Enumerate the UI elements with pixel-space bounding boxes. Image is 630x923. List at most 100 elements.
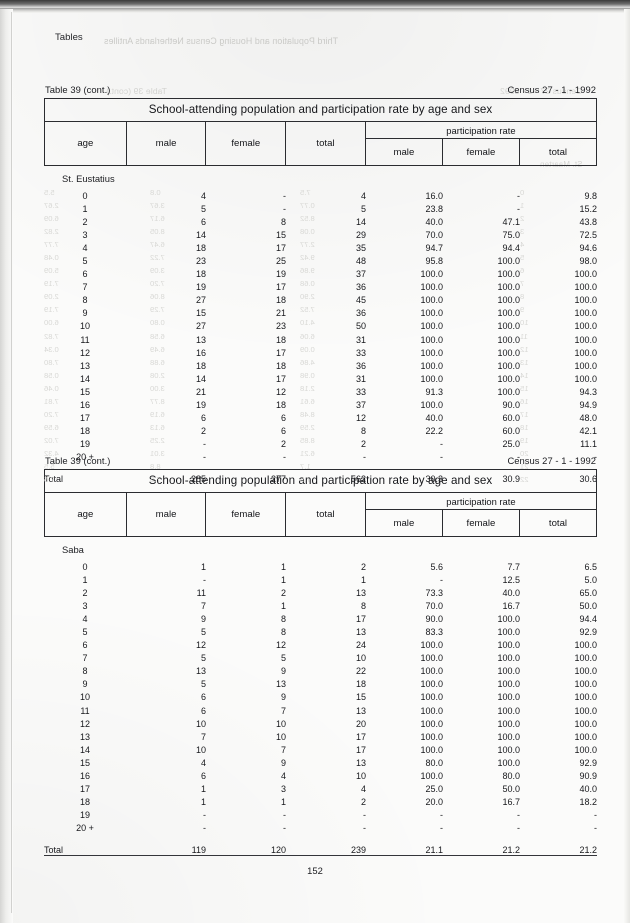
column-header-rate-total: total <box>548 146 568 158</box>
age-cell: 4 <box>82 243 88 254</box>
table-row: 15 21 12 33 91.3 100.0 94.3 <box>44 386 597 399</box>
total-cell: 48 <box>355 256 366 267</box>
rate-male-cell: 100.0 <box>420 744 443 755</box>
rate-male-cell: 100.0 <box>420 321 443 332</box>
age-cell: 8 <box>82 666 88 677</box>
total-cell: 33 <box>355 347 366 358</box>
male-cell: - <box>203 809 206 820</box>
page-number: 152 <box>307 865 323 876</box>
rate-total-cell: 100.0 <box>574 705 597 716</box>
rate-male-cell: 100.0 <box>420 399 443 410</box>
rate-male-cell: - <box>440 809 443 820</box>
total-cell: 13 <box>355 627 366 638</box>
female-cell: 8 <box>280 614 286 625</box>
rate-female-cell: 100.0 <box>497 718 520 729</box>
female-cell: 1 <box>280 601 286 612</box>
rate-female-cell: 100.0 <box>497 640 520 651</box>
rate-male-cell: - <box>440 438 443 449</box>
total-cell: 5 <box>360 204 366 215</box>
female-cell: 23 <box>275 321 286 332</box>
column-header-female: female <box>206 493 287 536</box>
age-cell: 5 <box>82 627 88 638</box>
age-cell: 8 <box>82 295 88 306</box>
male-cell: 7 <box>200 601 206 612</box>
male-cell: 4 <box>200 191 206 201</box>
scan-top-edge <box>0 0 630 9</box>
rate-male-cell: 100.0 <box>420 640 443 651</box>
rate-male-cell: 100.0 <box>420 373 443 384</box>
total-rate-male-cell: 30.3 <box>425 473 443 484</box>
total-female-cell: 277 <box>270 473 286 484</box>
total-cell: 4 <box>360 191 366 201</box>
rate-total-cell: 72.5 <box>579 230 597 241</box>
total-total-cell: 239 <box>350 844 366 855</box>
male-cell: 6 <box>200 770 206 781</box>
table-row: 13 18 18 36 100.0 100.0 100.0 <box>44 360 597 373</box>
female-cell: 17 <box>275 243 286 254</box>
rate-male-cell: 100.0 <box>420 679 443 690</box>
female-cell: 10 <box>275 731 286 742</box>
female-cell: 6 <box>280 412 286 423</box>
rate-male-cell: 100.0 <box>420 653 443 664</box>
table-row: 0 1 1 2 5.6 7.7 6.5 <box>44 561 597 574</box>
total-rate-total-cell: 21.2 <box>579 844 597 855</box>
female-cell: 13 <box>275 679 286 690</box>
rate-total-cell: 100.0 <box>574 679 597 690</box>
rate-female-cell: 16.7 <box>502 796 520 807</box>
rate-female-cell: 80.0 <box>502 770 520 781</box>
table-column-headers: age male female total participation rate… <box>45 122 597 165</box>
rate-male-cell: 100.0 <box>420 295 443 306</box>
rate-male-cell: 91.3 <box>425 386 443 397</box>
age-cell: 18 <box>79 796 90 807</box>
rate-total-cell: 65.0 <box>579 588 597 599</box>
total-cell: 13 <box>355 588 366 599</box>
total-cell: 37 <box>355 399 366 410</box>
footer-rule <box>44 855 597 856</box>
total-cell: 29 <box>355 230 366 241</box>
rate-female-cell: 100.0 <box>497 373 520 384</box>
rate-male-cell: 16.0 <box>425 191 443 201</box>
region-label: St. Eustatius <box>62 173 115 184</box>
total-cell: 31 <box>355 334 366 345</box>
table-column-headers: age male female total participation rate… <box>45 493 597 536</box>
female-cell: 18 <box>275 334 286 345</box>
table-row: 1 5 - 5 23.8 - 15.2 <box>44 203 597 216</box>
female-cell: 18 <box>275 295 286 306</box>
table-row: 4 18 17 35 94.7 94.4 94.6 <box>44 242 597 255</box>
rate-female-cell: 100.0 <box>497 386 520 397</box>
participation-rate-subheaders: male female total <box>366 510 596 536</box>
male-cell: 6 <box>200 217 206 228</box>
age-cell: 15 <box>79 386 90 397</box>
rate-female-cell: 100.0 <box>497 653 520 664</box>
male-cell: 18 <box>195 269 206 280</box>
male-cell: 27 <box>195 321 206 332</box>
total-cell: 12 <box>355 412 366 423</box>
rate-female-cell: - <box>517 822 520 833</box>
rate-female-cell: 75.0 <box>502 230 520 241</box>
table-caption-right: Census 27 - 1 - 1992 <box>507 84 596 95</box>
total-total-cell: 562 <box>350 473 366 484</box>
rate-female-cell: 100.0 <box>497 269 520 280</box>
rate-male-cell: 70.0 <box>425 601 443 612</box>
age-cell: 20 + <box>76 451 94 462</box>
rate-total-cell: 94.4 <box>579 614 597 625</box>
table-row: 2 11 2 13 73.3 40.0 65.0 <box>44 587 597 600</box>
column-header-rate-female: female <box>443 139 520 165</box>
age-cell: 11 <box>80 705 90 716</box>
rate-male-cell: 94.7 <box>425 243 443 254</box>
age-cell: 15 <box>79 757 90 768</box>
male-cell: 9 <box>200 614 206 625</box>
female-cell: - <box>283 204 286 215</box>
rate-total-cell: 48.0 <box>579 412 597 423</box>
table-row: 20 + - - - - - - <box>44 822 597 835</box>
total-age-cell: Total <box>44 473 64 484</box>
table-row: 17 6 6 12 40.0 60.0 48.0 <box>44 412 597 425</box>
female-cell: 9 <box>280 692 286 703</box>
table-row: 3 7 1 8 70.0 16.7 50.0 <box>44 600 597 613</box>
rate-female-cell: 100.0 <box>497 334 520 345</box>
rate-male-cell: 100.0 <box>420 770 443 781</box>
male-cell: 14 <box>195 373 206 384</box>
female-cell: 1 <box>280 796 286 807</box>
male-cell: - <box>203 438 206 449</box>
female-cell: 7 <box>280 705 286 716</box>
